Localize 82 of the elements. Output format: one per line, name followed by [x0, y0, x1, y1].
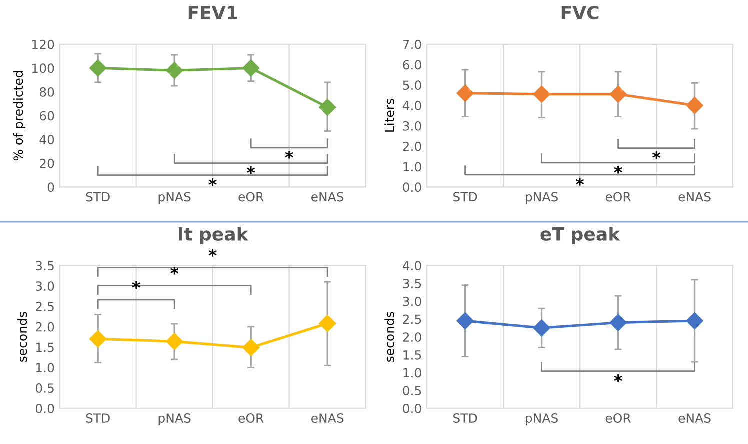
y-axis-title: seconds	[17, 312, 28, 362]
x-tick-label: eOR	[606, 192, 632, 202]
y-tick-label: 3.0	[403, 121, 422, 131]
chart-title: eT peak	[540, 226, 620, 244]
y-tick-label: 3.5	[403, 279, 422, 288]
point	[166, 62, 184, 80]
y-axis-title: Liters	[384, 99, 394, 132]
point	[456, 84, 474, 102]
point	[456, 312, 474, 330]
x-tick-label: eNAS	[312, 414, 344, 424]
y-tick-label: 2.5	[36, 302, 54, 312]
point	[686, 312, 704, 330]
y-tick-label: 60	[40, 111, 54, 121]
y-tick-label: 2.5	[403, 314, 422, 324]
x-tick-label: eNAS	[678, 414, 711, 424]
y-tick-label: 1.0	[404, 162, 422, 172]
x-tick-label: STD	[454, 414, 478, 424]
annotation: *	[132, 281, 140, 290]
annotation: *	[208, 178, 217, 186]
y-tick-label: 1.5	[404, 350, 422, 360]
point	[610, 314, 627, 332]
point	[533, 86, 550, 103]
point	[90, 330, 107, 348]
x-tick-label: eNAS	[678, 192, 711, 202]
y-tick-label: 1.0	[36, 363, 54, 373]
y-tick-label: 0.5	[403, 386, 422, 396]
y-axis-title: % of predicted	[13, 71, 26, 161]
y-tick-label: 2.0	[403, 142, 422, 152]
annotation: *	[652, 151, 661, 160]
x-tick-label: STD	[86, 192, 110, 202]
x-tick-label: eOR	[238, 192, 264, 202]
y-tick-label: 3.5	[36, 261, 54, 271]
x-tick-label: pNAS	[158, 414, 191, 426]
x-tick-label: eOR	[238, 414, 264, 424]
y-tick-label: 3.0	[403, 296, 422, 306]
x-tick-label: STD	[86, 414, 110, 424]
y-tick-label: 0.0	[403, 404, 422, 414]
point	[319, 315, 336, 332]
annotation: *	[247, 166, 256, 174]
annotation: *	[170, 267, 179, 275]
y-tick-label: 20	[40, 158, 54, 168]
x-tick-label: pNAS	[526, 192, 558, 204]
x-tick-label: pNAS	[158, 192, 191, 204]
y-tick-label: 0.0	[403, 182, 422, 192]
point	[166, 333, 184, 350]
y-tick-label: 100	[32, 64, 54, 74]
point	[533, 320, 550, 337]
y-tick-label: 80	[40, 87, 54, 97]
chart-title: It peak	[179, 226, 249, 244]
y-tick-label: 3.0	[36, 282, 54, 292]
y-tick-label: 4.0	[402, 261, 422, 271]
y-tick-label: 0	[48, 182, 54, 192]
annotation: *	[285, 151, 294, 159]
y-tick-label: 2.0	[36, 322, 54, 332]
annotation: *	[614, 166, 622, 174]
point	[242, 60, 260, 77]
y-tick-label: 5.0	[403, 80, 422, 90]
y-axis-title: seconds	[384, 312, 394, 362]
annotation: *	[576, 178, 584, 186]
text: *	[208, 249, 217, 257]
point	[90, 60, 107, 77]
point	[610, 86, 627, 103]
annotation: *	[614, 374, 622, 382]
y-tick-label: 2.0	[403, 332, 422, 342]
y-tick-label: 120	[32, 40, 54, 50]
x-tick-label: pNAS	[526, 414, 558, 426]
point	[686, 97, 704, 114]
point	[242, 339, 260, 356]
x-tick-label: eNAS	[312, 192, 344, 202]
y-tick-label: 1.5	[36, 342, 54, 352]
y-tick-label: 7.0	[403, 40, 422, 50]
y-tick-label: 0.5	[36, 384, 54, 394]
y-tick-label: 6.0	[403, 60, 422, 70]
y-tick-label: 0.0	[36, 404, 54, 414]
point	[319, 98, 336, 116]
y-tick-label: 4.0	[402, 101, 422, 111]
y-tick-label: 40	[40, 135, 54, 145]
y-tick-label: 1.0	[404, 368, 422, 378]
x-tick-label: STD	[454, 192, 478, 202]
chart-title: FEV1	[188, 6, 238, 20]
chart-title: FVC	[562, 6, 599, 20]
x-tick-label: eOR	[606, 414, 632, 424]
